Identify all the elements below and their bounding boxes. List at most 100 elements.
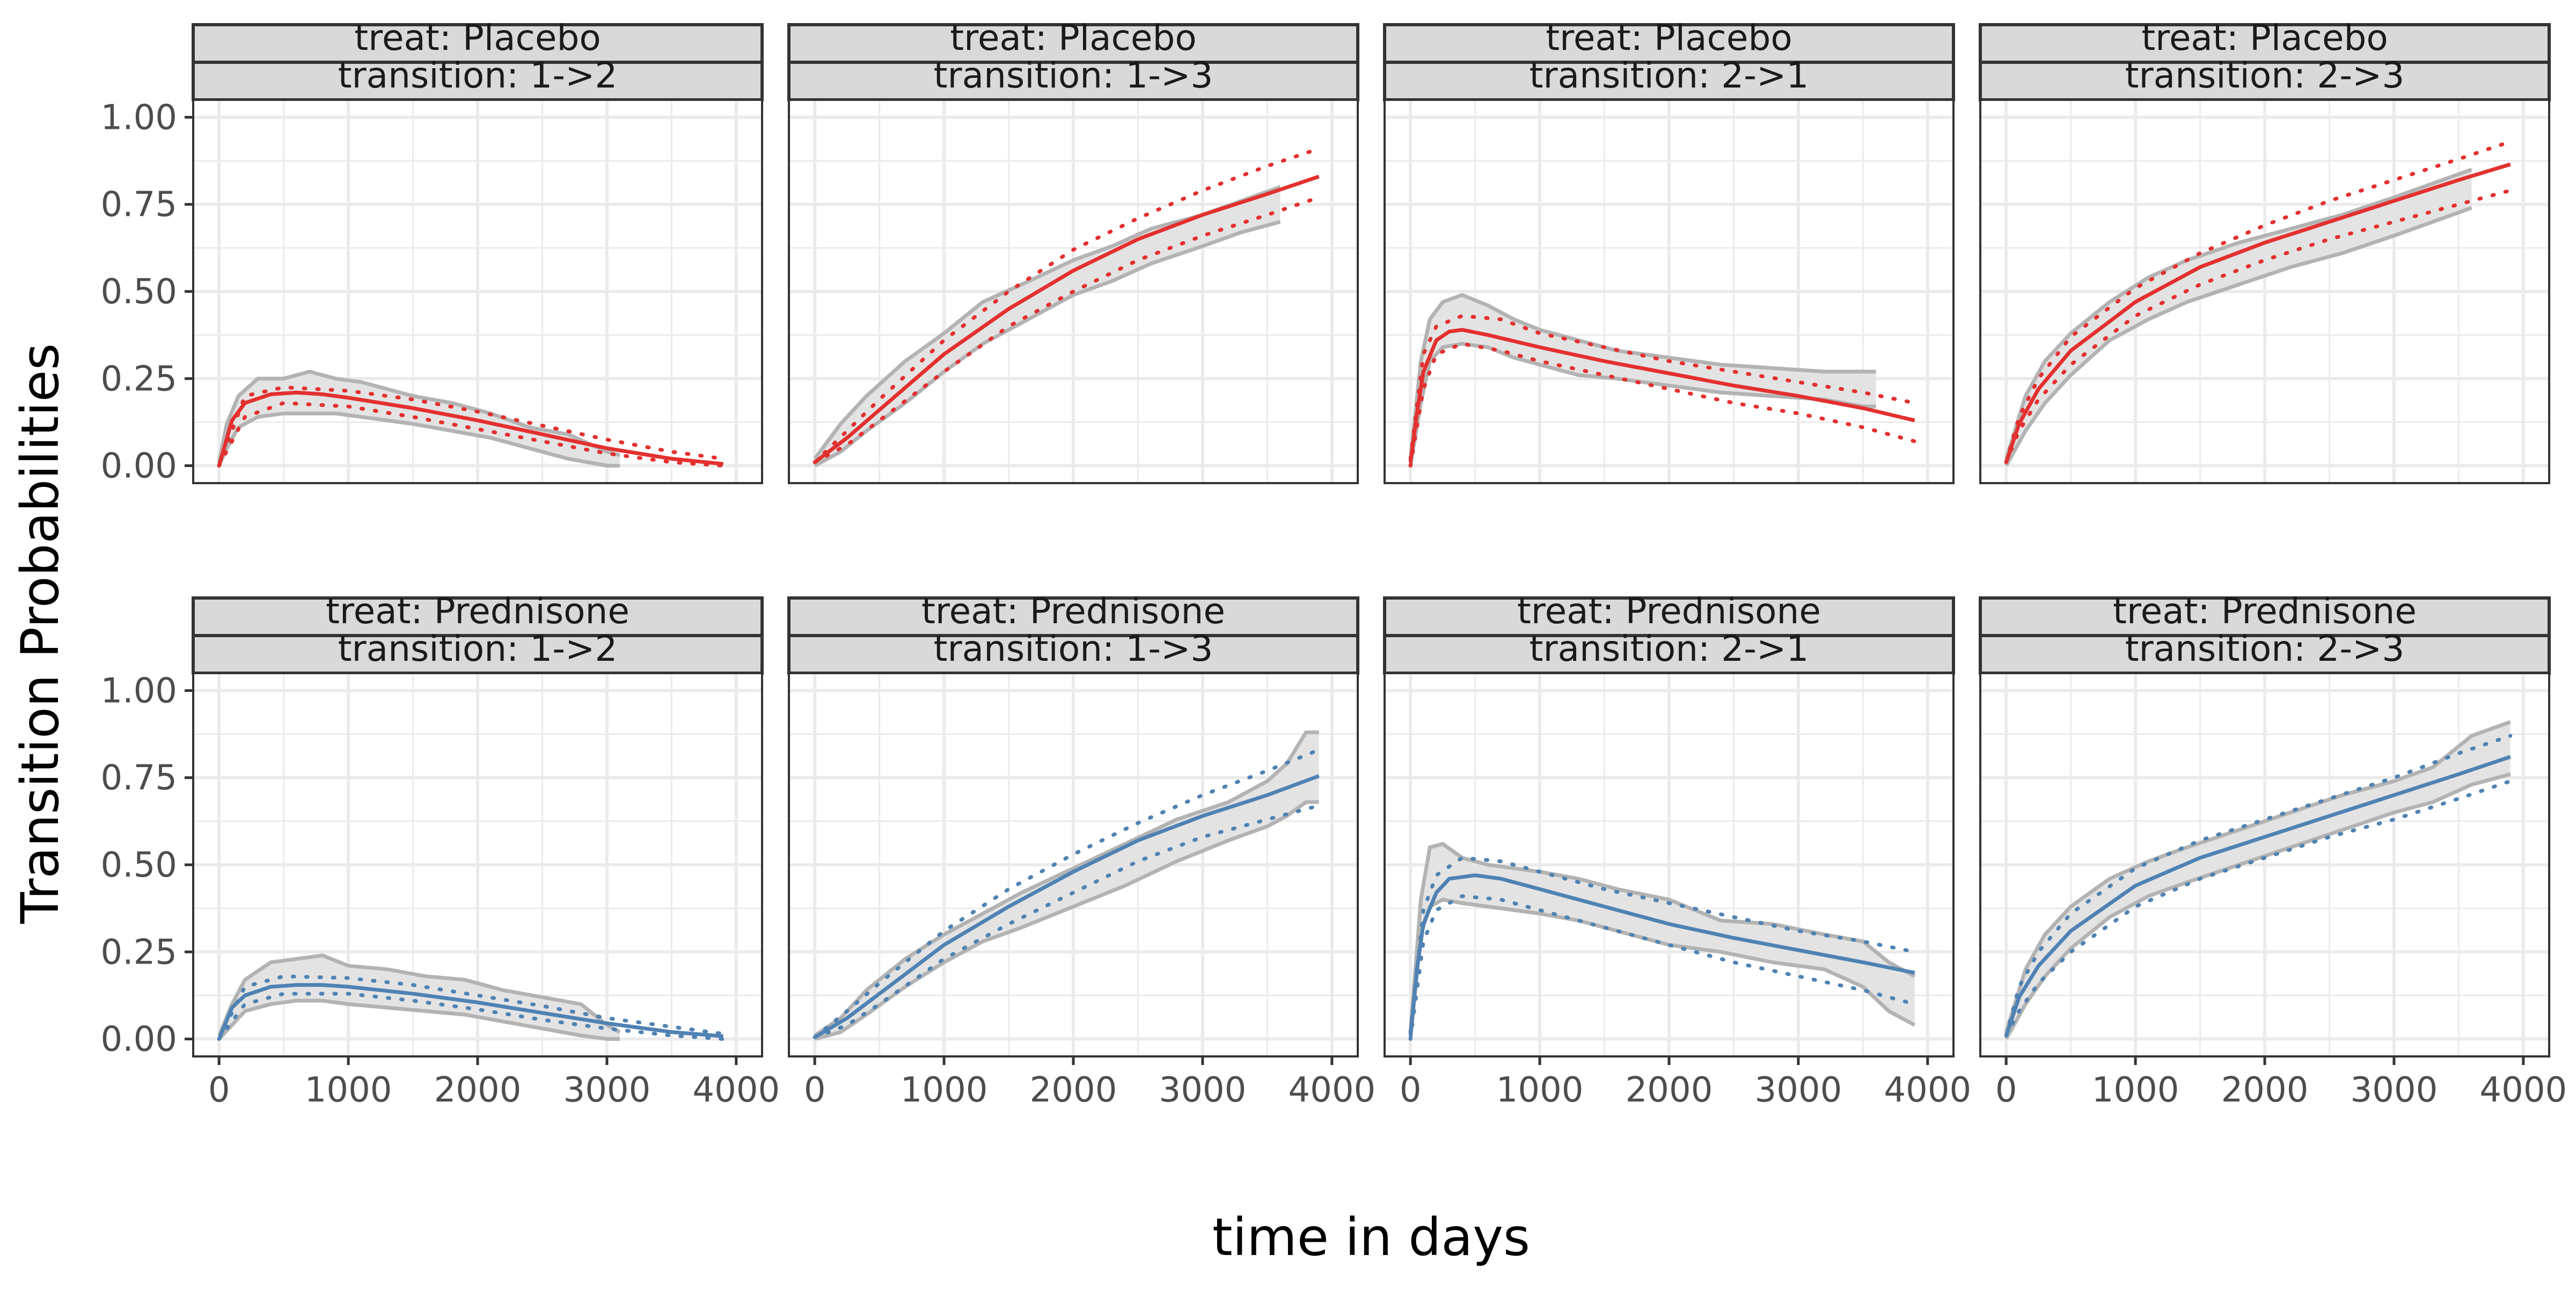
x-axis-title: time in days [1212,1207,1530,1267]
ci-upper-line [2004,140,2513,464]
estimate-line [217,983,723,1040]
strip-transition-label: transition: 2->1 [1529,628,1809,669]
panel-border [1384,99,1955,484]
strip-transition-label: transition: 2->1 [1529,55,1809,96]
y-tick-label: 0.75 [101,758,178,798]
ci-lower-line [2004,779,2513,1038]
ci-upper-line [217,974,726,1041]
panel-border [1979,99,2550,484]
strip-transition [1383,61,1955,101]
x-tick-label: 3000 [1159,1070,1246,1110]
strip-treat [192,596,764,637]
strip-transition [787,634,1359,675]
estimate-line [814,174,1320,464]
strip-treat-label: treat: Placebo [950,17,1196,59]
empirical-band [815,187,1280,466]
strip-treat-label: treat: Prednisone [921,590,1225,632]
x-tick-label: 2000 [1626,1070,1713,1110]
x-tick-label: 4000 [1288,1070,1375,1110]
strip-treat-label: treat: Prednisone [2113,590,2417,632]
strip-treat-label: treat: Placebo [2141,17,2388,59]
ci-lower-line [217,991,726,1041]
ci-upper-line [813,147,1321,464]
ci-upper-line [813,748,1321,1039]
strip-treat [1979,23,2551,64]
empirical-upper [2004,720,2511,1033]
y-tick-label: 0.00 [101,447,178,486]
empirical-upper [1408,842,1916,1032]
empirical-lower [2004,206,2472,467]
strip-treat-label: treat: Prednisone [1517,590,1821,632]
strip-treat [1383,596,1955,637]
panel-border [788,99,1359,484]
ci-lower-line [2004,188,2513,464]
ci-lower-line [813,195,1321,464]
x-tick-label: 3000 [563,1070,650,1110]
x-tick-label: 4000 [2479,1070,2567,1110]
x-tick-label: 1000 [2092,1070,2179,1110]
strip-treat-label: treat: Placebo [1546,17,1792,59]
ci-upper-line [217,385,726,468]
strip-transition [192,634,764,675]
estimate-line [2004,755,2511,1037]
x-tick-label: 4000 [1884,1070,1971,1110]
estimate-line [814,774,1320,1039]
empirical-upper [1408,293,1876,459]
y-tick-label: 0.50 [101,845,178,885]
strip-transition-label: transition: 1->2 [338,55,618,96]
estimate-line [2004,162,2511,463]
x-tick-label: 1000 [305,1070,392,1110]
x-tick-label: 2000 [1030,1070,1117,1110]
y-tick-label: 0.75 [101,185,178,225]
strip-treat-label: treat: Placebo [354,17,601,59]
x-tick-label: 0 [1400,1070,1422,1110]
strip-transition-label: transition: 2->3 [2125,55,2405,96]
x-tick-label: 3000 [2350,1070,2438,1110]
strip-transition [1383,634,1955,675]
x-tick-label: 3000 [1754,1070,1842,1110]
empirical-band [2006,721,2511,1039]
strip-transition [787,61,1359,101]
strip-transition-label: transition: 1->2 [338,628,618,669]
strip-transition [1979,61,2551,101]
empirical-band [2006,169,2472,466]
strip-treat [1979,596,2551,637]
ci-lower-line [1408,341,1917,468]
x-tick-label: 0 [1995,1070,2017,1110]
y-tick-label: 0.00 [101,1020,178,1060]
estimate-line [1408,327,1915,463]
ci-lower-line [813,804,1321,1039]
y-tick-label: 0.25 [101,932,178,972]
strip-transition-label: transition: 1->3 [934,55,1213,96]
empirical-upper [814,730,1319,1038]
empirical-lower [217,998,620,1041]
strip-transition-label: transition: 2->3 [2125,628,2405,669]
y-tick-label: 1.00 [101,671,178,711]
estimate-line [1408,873,1915,1036]
empirical-lower [814,220,1281,468]
estimate-line [217,390,724,466]
y-tick-label: 0.25 [101,359,178,399]
x-tick-label: 2000 [434,1070,522,1110]
x-tick-label: 4000 [692,1070,780,1110]
x-tick-label: 1000 [901,1070,988,1110]
ci-lower-line [217,401,726,468]
x-tick-label: 0 [804,1070,826,1110]
y-tick-label: 1.00 [101,98,178,137]
strip-treat-label: treat: Prednisone [326,590,630,632]
empirical-lower [217,411,620,468]
strip-treat [1383,23,1955,64]
y-axis-title: Transition Probabilities [10,343,70,924]
y-tick-label: 0.50 [101,272,178,312]
empirical-upper [217,369,620,463]
